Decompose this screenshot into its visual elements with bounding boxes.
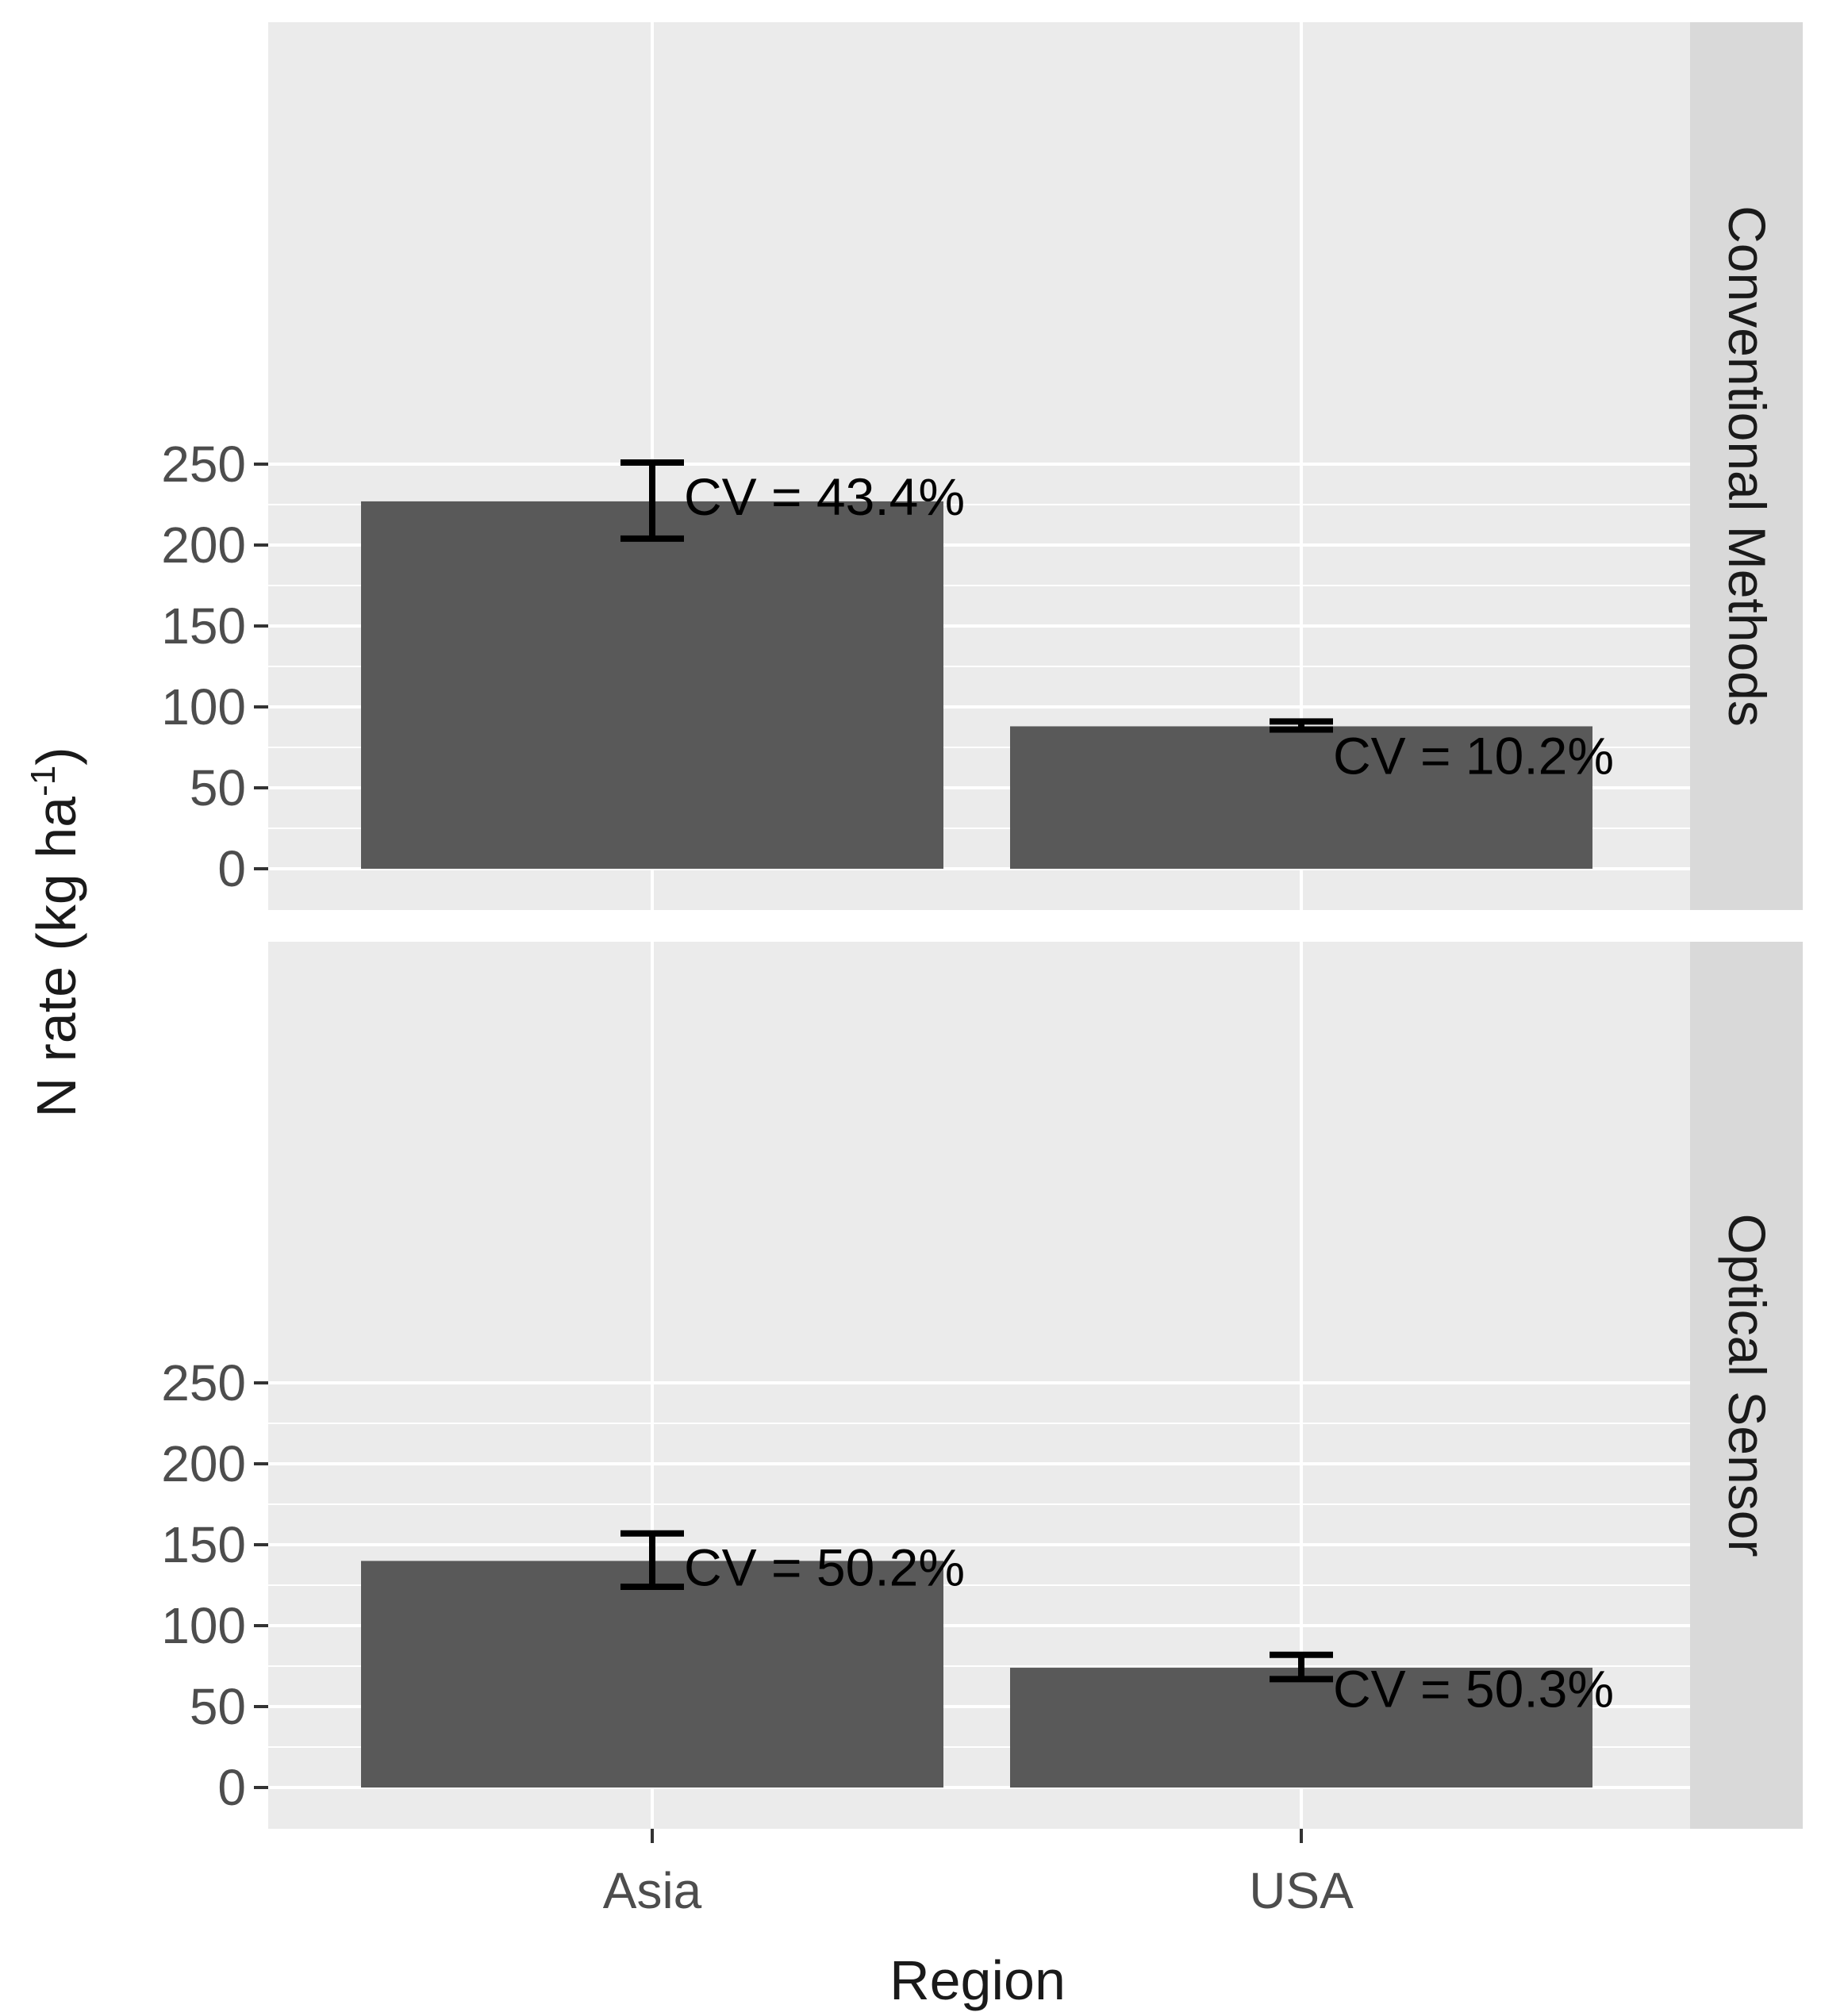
cv-label: CV = 43.4%	[684, 467, 965, 526]
y-tick-label: 150	[161, 597, 246, 655]
x-axis-title: Region	[889, 1949, 1066, 2011]
x-tick-label-asia: Asia	[603, 1862, 702, 1919]
facet-strip-label: Conventional Methods	[1718, 205, 1777, 727]
y-axis-title-superscript: -1	[24, 766, 63, 797]
facet-panel-1: CV = 43.4% CV = 10.2% 0 50 100 150 200 250 Conve…	[161, 22, 1803, 910]
y-tick-label: 100	[161, 1597, 246, 1654]
bar-asia	[361, 501, 943, 869]
y-tick-label: 200	[161, 516, 246, 574]
y-tick-label: 0	[217, 1759, 246, 1816]
error-bar	[1270, 1651, 1333, 1683]
bar-usa	[1010, 726, 1592, 869]
y-tick-label: 50	[190, 1678, 246, 1735]
y-tick-label: 0	[217, 840, 246, 897]
panels-layer: CV = 43.4% CV = 10.2% 0 50 100 150 200 250 Conve…	[161, 22, 1803, 1919]
error-bar	[1270, 718, 1333, 733]
bar-usa	[1010, 1668, 1592, 1788]
y-tick-label: 200	[161, 1435, 246, 1492]
facet-panel-2: CV = 50.2% CV = 50.3% 0 50 100 150 200 250 Optic…	[161, 942, 1803, 1829]
cv-label: CV = 50.2%	[684, 1538, 965, 1597]
cv-label: CV = 50.3%	[1333, 1660, 1614, 1718]
y-axis-title-main: N rate (kg ha	[25, 797, 87, 1118]
facet-strip-label: Optical Sensor	[1718, 1214, 1777, 1557]
y-tick-label: 250	[161, 436, 246, 493]
y-tick-label: 150	[161, 1516, 246, 1573]
bar-asia	[361, 1561, 943, 1788]
facet-strip	[1690, 942, 1803, 1829]
y-tick-label: 100	[161, 678, 246, 735]
cv-label: CV = 10.2%	[1333, 726, 1614, 785]
y-axis-title: N rate (kg ha-1)	[24, 747, 87, 1117]
y-axis-title-close: )	[25, 747, 87, 765]
error-bar	[620, 459, 684, 542]
y-tick-label: 250	[161, 1354, 246, 1411]
error-bar	[620, 1530, 684, 1591]
x-tick-label-usa: USA	[1249, 1862, 1354, 1919]
y-tick-label: 50	[190, 759, 246, 816]
facet-strip	[1690, 22, 1803, 910]
